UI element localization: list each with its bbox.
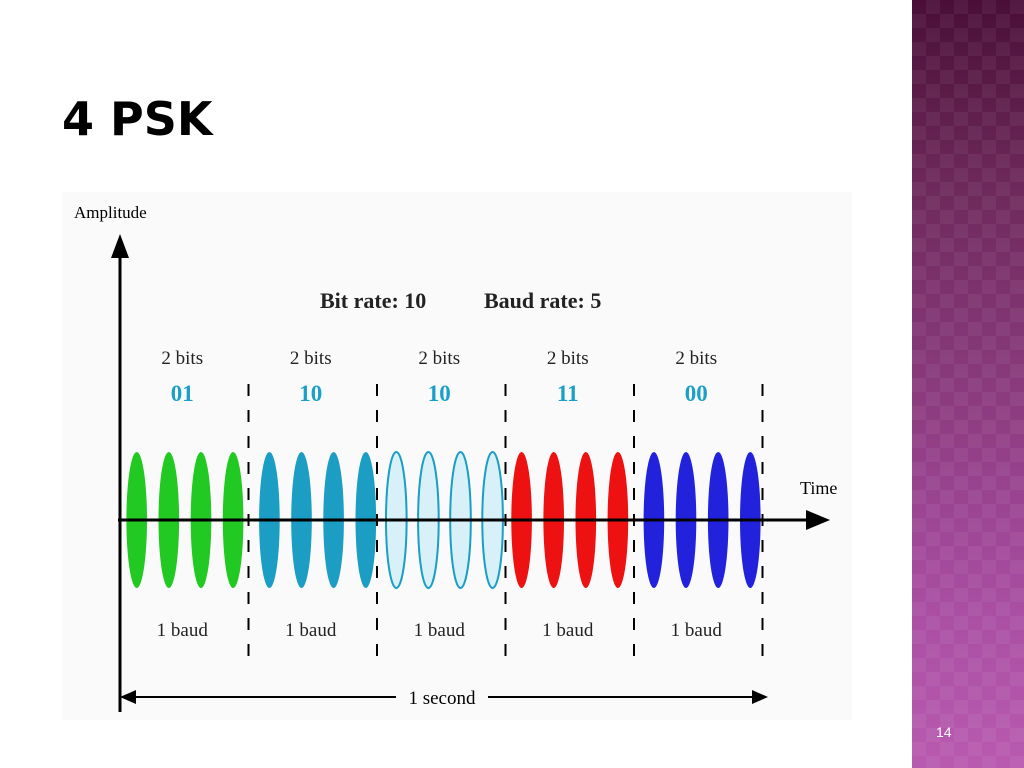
wave-lobe [94,452,115,588]
sidebar-decoration [912,0,1024,768]
wave-segment [643,452,761,588]
segment-baud-label: 1 baud [671,620,723,641]
baud-rate-label: Baud rate: 5 [484,288,601,313]
slide-title: 4 PSK [62,92,213,146]
duration-arrow-right [752,690,768,704]
segment-bit-value: 01 [171,381,194,406]
segment-bits-count-label: 2 bits [547,348,589,369]
duration-label: 1 second [408,688,476,709]
segment-baud-label: 1 baud [285,620,337,641]
segment-bit-value: 11 [557,381,579,406]
y-axis-arrow [111,234,129,258]
segment-baud-label: 1 baud [414,620,466,641]
segment-baud-label: 1 baud [542,620,594,641]
bit-rate-label: Bit rate: 10 [320,288,426,313]
segment-bits-count-label: 2 bits [675,348,717,369]
segment-baud-label: 1 baud [157,620,209,641]
y-axis-label: Amplitude [74,203,147,222]
segment-bit-value: 10 [428,381,451,406]
page-number: 14 [936,724,952,740]
x-axis-arrow [806,510,830,530]
segment-bits-count-label: 2 bits [161,348,203,369]
segment-bits-count-label: 2 bits [418,348,460,369]
x-axis-label: Time [800,478,837,498]
duration-arrow-left [120,690,136,704]
segment-bits-count-label: 2 bits [290,348,332,369]
segment-bit-value: 00 [685,381,708,406]
psk-diagram: Amplitude Time Bit rate: 10 Baud rate: 5… [74,203,837,712]
segment-bit-value: 10 [299,381,322,406]
